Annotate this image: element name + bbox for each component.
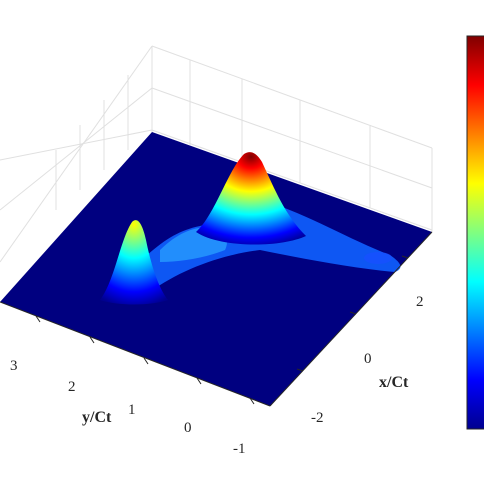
x-tick-labels: -2 0 2	[311, 294, 424, 426]
grid-lines	[0, 45, 433, 263]
x-tick-label: 0	[364, 351, 372, 367]
y-tick-label: 1	[128, 402, 136, 418]
colorbar-frame	[466, 35, 484, 430]
surface-features	[100, 152, 401, 305]
y-tick-label: 2	[68, 379, 76, 395]
x-tick-label: 2	[416, 294, 424, 310]
peak-right	[196, 152, 306, 245]
y-axis-label: y/Ct	[82, 409, 112, 426]
colorbar-fill	[467, 36, 484, 429]
y-tick-label: 0	[184, 420, 192, 436]
x-axis-ticks	[296, 255, 409, 372]
y-tick-label: 3	[10, 358, 18, 374]
surface-base	[0, 132, 432, 406]
colorbar	[466, 35, 484, 430]
x-axis-label: x/Ct	[379, 374, 409, 391]
y-tick-label: -1	[233, 441, 246, 457]
y-tick-labels: -1 0 1 2 3	[10, 358, 246, 457]
peak-left	[100, 220, 168, 305]
axes	[0, 231, 433, 407]
y-axis-ticks	[35, 315, 255, 405]
x-tick-label: -2	[311, 410, 324, 426]
